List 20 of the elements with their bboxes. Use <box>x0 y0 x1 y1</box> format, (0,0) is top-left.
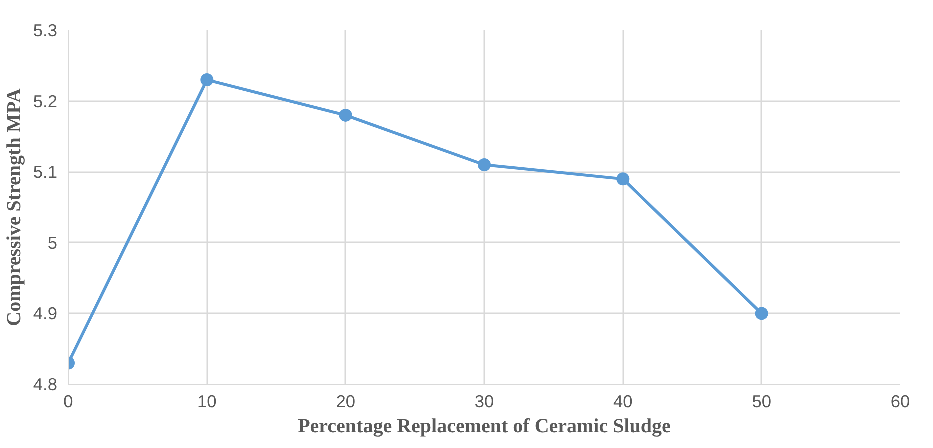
point <box>616 172 630 186</box>
y-tick-label: 5.3 <box>33 20 58 40</box>
y-tick-label: 5.1 <box>33 162 58 182</box>
x-tick-label: 40 <box>614 392 633 412</box>
y-tick-label: 5 <box>48 232 58 253</box>
point <box>478 158 491 172</box>
x-tick-label: 60 <box>890 392 910 412</box>
y-tick-label: 4.9 <box>33 304 58 324</box>
point <box>755 307 768 320</box>
y-axis-title: Compressive Strength MPA <box>3 88 26 326</box>
x-tick-label: 0 <box>64 392 74 412</box>
point <box>339 108 352 122</box>
x-tick-label: 50 <box>752 392 772 412</box>
y-tick-label: 5.2 <box>33 91 58 112</box>
x-axis-title: Percentage Replacement of Ceramic Sludge <box>298 416 672 438</box>
x-tick-label: 30 <box>474 392 494 412</box>
x-tick-label: 10 <box>198 392 217 412</box>
x-tick-label: 20 <box>336 392 356 412</box>
y-tick-label: 4.8 <box>33 374 58 394</box>
point <box>200 74 214 87</box>
